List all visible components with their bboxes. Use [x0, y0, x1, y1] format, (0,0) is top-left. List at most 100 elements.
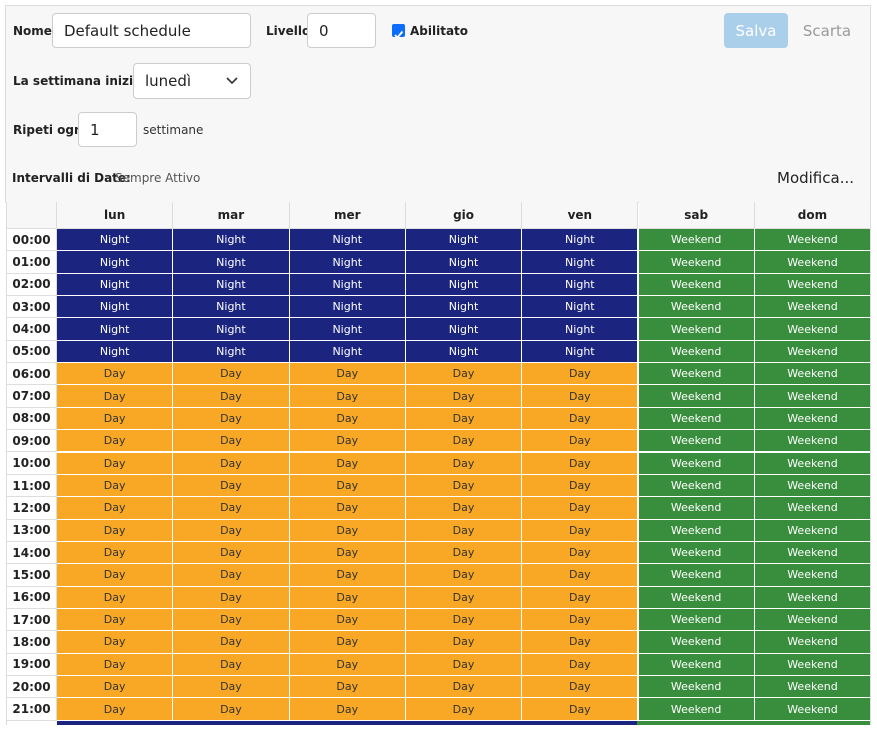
- name-input[interactable]: Default schedule: [52, 13, 251, 48]
- day-header: sab: [638, 202, 755, 229]
- schedule-cell: Weekend: [638, 653, 755, 676]
- schedule-cell: Day: [289, 385, 406, 408]
- schedule-cell: Night: [289, 318, 406, 341]
- schedule-cell: Weekend: [754, 564, 870, 587]
- schedule-cell: Weekend: [638, 363, 755, 386]
- schedule-cell: Weekend: [754, 251, 870, 274]
- schedule-cell: Night: [522, 251, 639, 274]
- schedule-cell: Day: [173, 497, 290, 520]
- time-cell: 05:00: [7, 340, 57, 364]
- schedule-cell: Day: [405, 676, 523, 699]
- date-ranges-value: Sempre Attivo: [115, 171, 201, 185]
- schedule-cell: Day: [57, 385, 174, 408]
- schedule-cell: Night: [289, 251, 406, 274]
- schedule-cell: Day: [173, 631, 290, 654]
- schedule-cell: Weekend: [754, 519, 870, 542]
- schedule-cell: Night: [522, 273, 639, 297]
- schedule-cell: Day: [57, 676, 174, 699]
- time-cell: 09:00: [7, 430, 57, 453]
- schedule-cell: Night: [405, 229, 523, 252]
- day-header: mer: [289, 202, 406, 229]
- week-start-value: lunedì: [145, 72, 192, 90]
- schedule-cell: Weekend: [754, 318, 870, 341]
- schedule-cell: Weekend: [754, 229, 870, 252]
- edit-link[interactable]: Modifica...: [777, 169, 854, 187]
- schedule-cell: Weekend: [638, 229, 755, 252]
- schedule-cell: Day: [405, 407, 523, 431]
- schedule-cell: Day: [289, 363, 406, 386]
- schedule-cell: Day: [57, 698, 174, 721]
- repeat-bar: [5, 105, 871, 155]
- schedule-cell: Night: [173, 251, 290, 274]
- schedule-cell: Weekend: [754, 296, 870, 319]
- partial-row: [637, 721, 870, 725]
- time-cell: 01:00: [7, 251, 57, 274]
- date-ranges-label: Intervalli di Date:: [12, 171, 131, 185]
- time-cell: 16:00: [7, 586, 57, 609]
- week-start-select[interactable]: lunedì: [133, 63, 251, 99]
- schedule-cell: Day: [405, 698, 523, 721]
- schedule-cell: Day: [289, 698, 406, 721]
- schedule-cell: Day: [405, 497, 523, 520]
- time-cell: 06:00: [7, 363, 57, 386]
- schedule-cell: Day: [57, 608, 174, 632]
- schedule-cell: Day: [173, 541, 290, 565]
- time-cell: 13:00: [7, 519, 57, 542]
- corner-cell: [7, 202, 57, 229]
- schedule-cell: Night: [522, 229, 639, 252]
- schedule-cell: Day: [173, 430, 290, 453]
- schedule-cell: Day: [405, 430, 523, 453]
- schedule-cell: Night: [57, 296, 174, 319]
- schedule-cell: Weekend: [754, 407, 870, 431]
- discard-button[interactable]: Scarta: [802, 21, 852, 40]
- schedule-cell: Day: [289, 497, 406, 520]
- schedule-cell: Weekend: [638, 430, 755, 453]
- schedule-cell: Day: [405, 474, 523, 498]
- schedule-cell: Day: [405, 452, 523, 475]
- week-start-label: La settimana inizia il: [13, 74, 154, 88]
- schedule-cell: Day: [522, 407, 639, 431]
- schedule-cell: Day: [405, 586, 523, 609]
- repeat-input[interactable]: 1: [78, 112, 137, 147]
- time-cell: 17:00: [7, 608, 57, 632]
- schedule-cell: Day: [522, 363, 639, 386]
- time-cell: 12:00: [7, 497, 57, 520]
- schedule-cell: Day: [173, 385, 290, 408]
- save-button[interactable]: Salva: [724, 13, 788, 48]
- schedule-cell: Day: [173, 519, 290, 542]
- level-input[interactable]: 0: [307, 13, 376, 48]
- schedule-cell: Day: [289, 452, 406, 475]
- schedule-cell: Day: [405, 385, 523, 408]
- schedule-cell: Night: [57, 318, 174, 341]
- schedule-cell: Day: [57, 363, 174, 386]
- time-cell: 02:00: [7, 273, 57, 297]
- schedule-cell: Day: [57, 586, 174, 609]
- schedule-cell: Weekend: [754, 653, 870, 676]
- schedule-cell: Day: [289, 608, 406, 632]
- schedule-cell: Day: [405, 608, 523, 632]
- schedule-cell: Night: [522, 318, 639, 341]
- time-cell: 00:00: [7, 229, 57, 252]
- schedule-cell: Day: [57, 474, 174, 498]
- schedule-cell: Day: [173, 474, 290, 498]
- schedule-cell: Weekend: [638, 608, 755, 632]
- schedule-cell: Weekend: [754, 474, 870, 498]
- partial-row: [57, 721, 637, 725]
- schedule-cell: Day: [405, 631, 523, 654]
- schedule-cell: Day: [173, 608, 290, 632]
- schedule-cell: Weekend: [638, 474, 755, 498]
- schedule-cell: Weekend: [754, 385, 870, 408]
- day-header: mar: [173, 202, 290, 229]
- schedule-cell: Night: [173, 273, 290, 297]
- schedule-cell: Night: [289, 229, 406, 252]
- schedule-cell: Day: [173, 586, 290, 609]
- time-cell: 07:00: [7, 385, 57, 408]
- schedule-table: lun mar mer gio ven sab dom 00:00 Night Night Nigh…: [6, 202, 871, 725]
- schedule-cell: Weekend: [638, 541, 755, 565]
- schedule-cell: Night: [405, 251, 523, 274]
- schedule-cell: Weekend: [754, 608, 870, 632]
- name-label: Nome: [13, 24, 52, 38]
- schedule-cell: Day: [522, 698, 639, 721]
- day-header: ven: [522, 202, 639, 229]
- enabled-checkbox[interactable]: [392, 24, 405, 39]
